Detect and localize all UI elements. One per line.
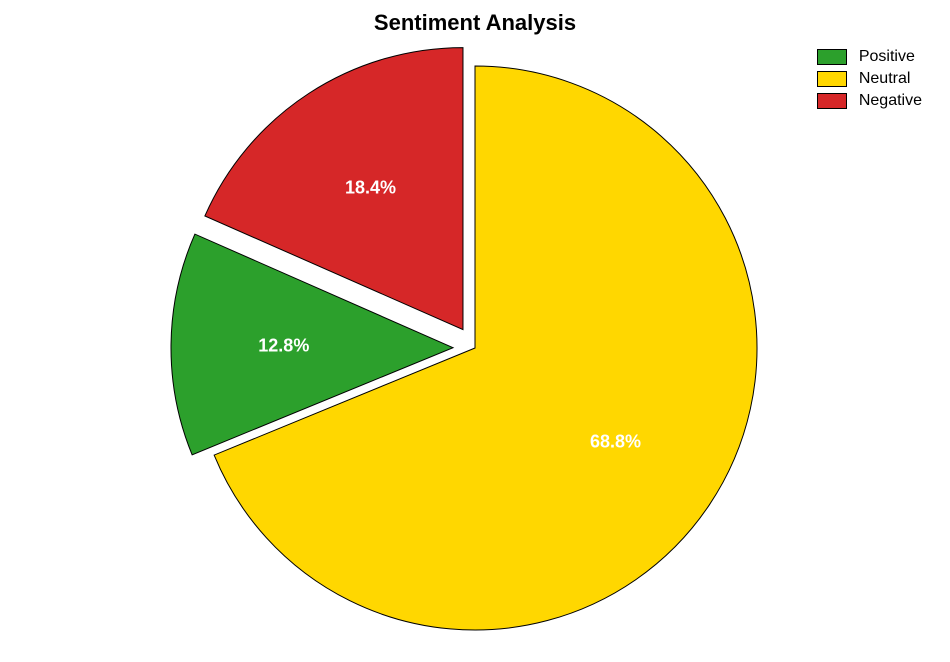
legend-label: Neutral [859, 70, 911, 88]
legend-swatch [817, 93, 847, 109]
slice-label-negative: 18.4% [345, 177, 396, 198]
legend-item-neutral: Neutral [817, 70, 922, 88]
legend-label: Negative [859, 92, 922, 110]
legend-item-positive: Positive [817, 48, 922, 66]
legend-swatch [817, 71, 847, 87]
legend: Positive Neutral Negative [817, 48, 922, 114]
slice-label-positive: 12.8% [258, 335, 309, 356]
legend-label: Positive [859, 48, 915, 66]
pie-chart [0, 0, 950, 662]
legend-item-negative: Negative [817, 92, 922, 110]
slice-label-neutral: 68.8% [590, 432, 641, 453]
legend-swatch [817, 49, 847, 65]
